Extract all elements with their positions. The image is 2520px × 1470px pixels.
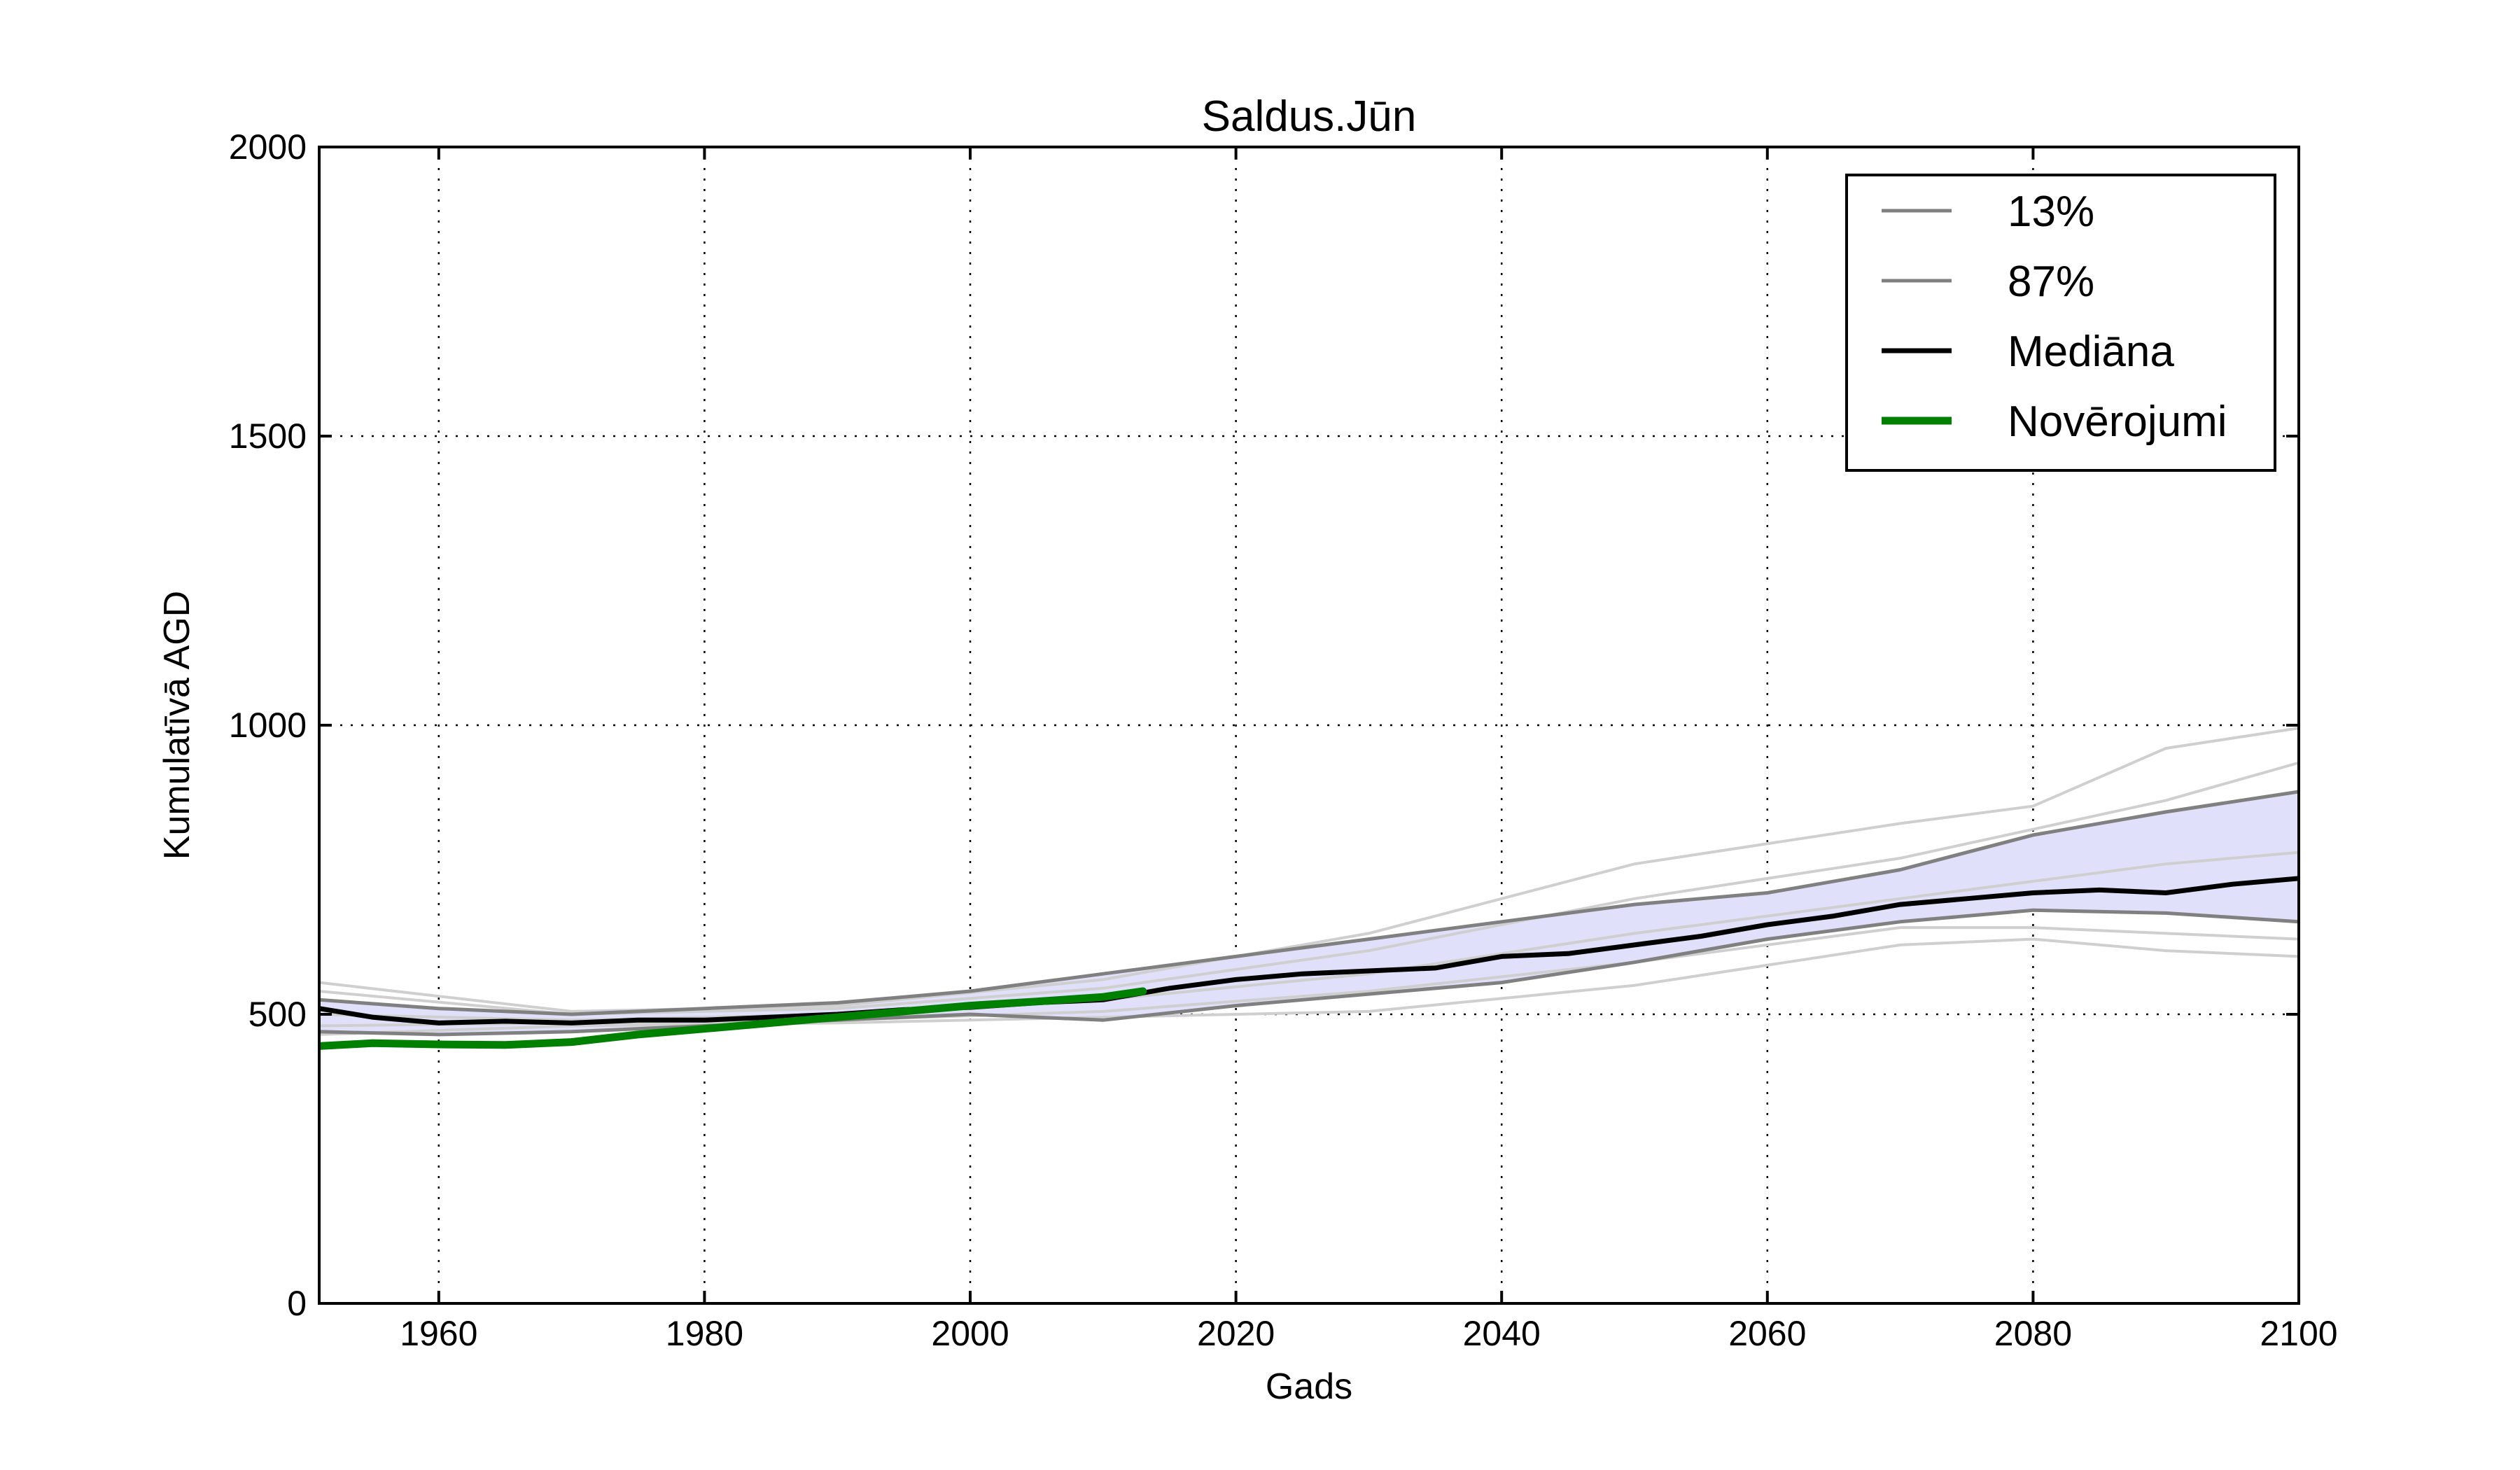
series-line-1	[319, 790, 2299, 1016]
x-axis-label: Gads	[1266, 1366, 1352, 1407]
legend-label-3: Novērojumi	[2008, 398, 2227, 446]
ensemble-member-line-2	[319, 850, 2299, 1022]
y-tick-label-4: 2000	[229, 127, 307, 167]
x-tick-label-7: 2100	[2260, 1314, 2337, 1353]
legend: 13% 87% Mediāna Novērojumi	[1845, 174, 2276, 472]
plot-area	[319, 727, 2299, 1050]
x-axis: 1960 1980 2000 2020 2040 2060 2080 2100	[400, 147, 2338, 1353]
chart-title: Saldus.Jūn	[1202, 92, 1417, 141]
series-lines	[319, 790, 2299, 1050]
series-line-3	[319, 987, 1147, 1050]
x-tick-label-6: 2080	[1994, 1314, 2072, 1353]
x-tick-label-5: 2060	[1728, 1314, 1806, 1353]
y-axis-label: Kumulatīvā AGD	[157, 591, 197, 860]
x-tick-label-4: 2040	[1463, 1314, 1541, 1353]
legend-label-0: 13%	[2008, 188, 2094, 236]
x-tick-label-0: 1960	[400, 1314, 477, 1353]
x-tick-label-2: 2000	[931, 1314, 1009, 1353]
y-tick-label-3: 1500	[229, 416, 307, 456]
legend-label-2: Mediāna	[2008, 328, 2174, 376]
y-tick-label-2: 1000	[229, 706, 307, 745]
series-line-2	[319, 876, 2299, 1026]
legend-label-1: 87%	[2008, 258, 2094, 306]
series-line-0	[319, 908, 2299, 1037]
y-axis: 0 500 1000 1500 2000	[229, 127, 2299, 1323]
x-tick-label-1: 1980	[666, 1314, 743, 1353]
y-tick-label-0: 0	[287, 1284, 307, 1323]
y-tick-label-1: 500	[248, 995, 307, 1034]
ensemble-member-line-1	[319, 761, 2299, 1016]
uncertainty-band	[319, 792, 2299, 1035]
x-tick-label-3: 2020	[1197, 1314, 1275, 1353]
